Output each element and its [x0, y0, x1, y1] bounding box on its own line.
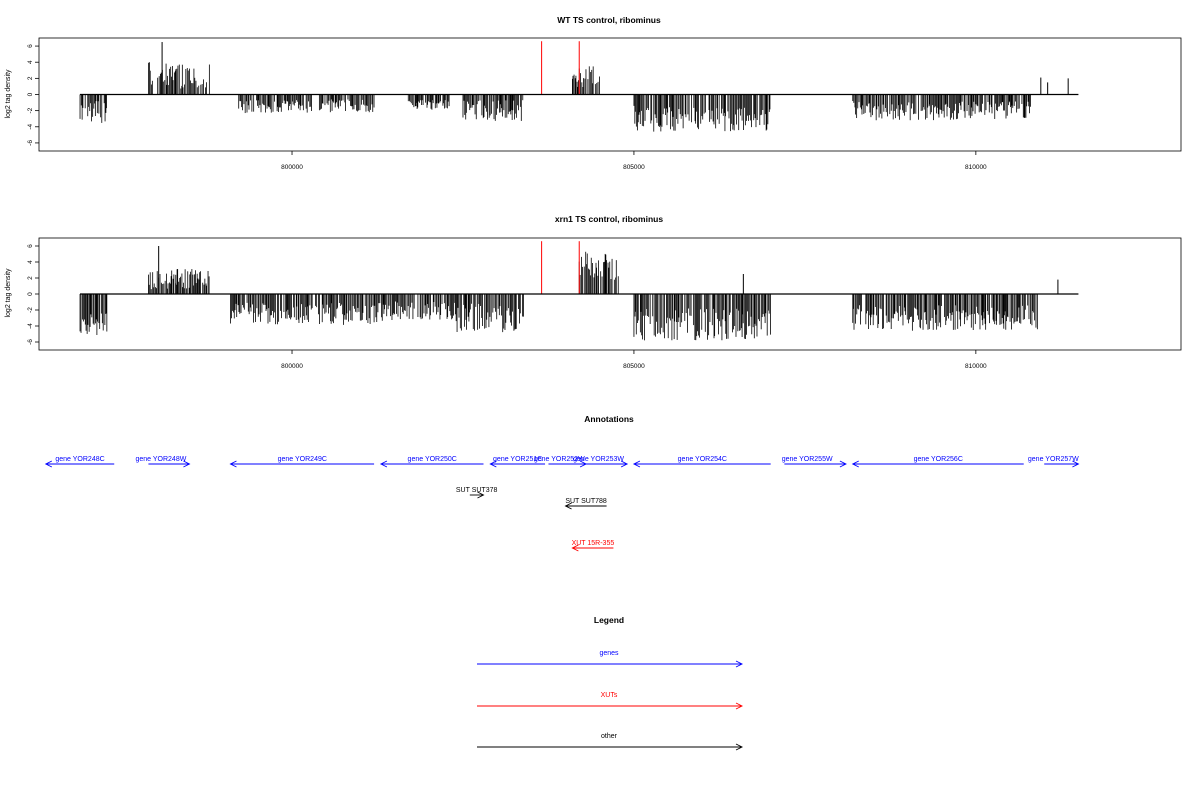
- arrow-head: [851, 460, 859, 468]
- y-tick-label: -2: [27, 107, 34, 113]
- y-axis-label: log2 tag density: [5, 69, 12, 119]
- legend-arrow-head: [735, 702, 744, 710]
- arrow-head: [564, 502, 572, 510]
- arrow-head: [571, 544, 579, 552]
- feature-label: SUT SUT788: [565, 498, 607, 505]
- axes: -6 -4 -2 0 2 4 6 800000 805000 810000: [27, 44, 987, 171]
- legend-label: other: [601, 733, 618, 740]
- arrow-head: [632, 460, 641, 468]
- y-tick-label: -4: [27, 124, 34, 130]
- panel-xrn1: xrn1 TS control, ribominus log2 tag dens…: [5, 214, 1182, 370]
- y-tick-label: -4: [27, 323, 34, 329]
- legend-arrow-head: [735, 743, 744, 751]
- y-tick-label: 0: [27, 92, 34, 96]
- arrow-head: [839, 460, 847, 468]
- legend: Legend genes XUTs other: [477, 615, 744, 751]
- arrow-head: [183, 460, 191, 468]
- x-tick-label: 800000: [281, 164, 303, 171]
- y-tick-label: 2: [27, 276, 34, 280]
- x-tick-label: 805000: [623, 164, 645, 171]
- y-axis-label: log2 tag density: [5, 268, 12, 318]
- feature-label: gene YOR251C: [493, 456, 542, 463]
- legend-arrow-head: [735, 660, 744, 668]
- y-tick-label: -6: [27, 339, 34, 345]
- feature-label: gene YOR249C: [278, 456, 327, 463]
- panel-title: xrn1 TS control, ribominus: [555, 214, 663, 224]
- signal-bars: [79, 41, 1079, 132]
- x-tick-label: 810000: [965, 164, 987, 171]
- y-tick-label: 2: [27, 76, 34, 80]
- arrow-head: [489, 460, 497, 468]
- feature-label: gene YOR248W: [135, 456, 186, 463]
- arrow-head: [229, 460, 237, 468]
- y-tick-label: 4: [27, 260, 34, 264]
- legend-items: genes XUTs other: [477, 650, 744, 751]
- x-tick-label: 800000: [281, 363, 303, 370]
- annotation-features: gene YOR248C gene YOR248W gene YOR249C gene…: [44, 456, 1080, 552]
- arrow-head: [44, 460, 53, 468]
- arrow-head: [1072, 460, 1080, 468]
- y-tick-label: -6: [27, 140, 34, 146]
- arrow-head: [379, 460, 388, 468]
- legend-title: Legend: [594, 615, 624, 625]
- feature-label: gene YOR256C: [914, 456, 963, 463]
- feature-label: gene YOR254C: [678, 456, 727, 463]
- arrow-head: [620, 460, 629, 468]
- feature-label: gene YOR248C: [55, 456, 104, 463]
- feature-label: gene YOR252W: [534, 456, 585, 463]
- arrow-head: [477, 491, 485, 499]
- legend-label: XUTs: [601, 692, 618, 699]
- signal-bars: [79, 241, 1079, 341]
- feature-label: gene YOR250C: [408, 456, 457, 463]
- y-tick-label: -2: [27, 307, 34, 313]
- feature-label: gene YOR253W: [573, 456, 624, 463]
- panel-wt: WT TS control, ribominus log2 tag densit…: [5, 15, 1182, 171]
- annotations: Annotations gene YOR248C gene YOR248W gene…: [44, 414, 1080, 552]
- annotations-title: Annotations: [584, 414, 634, 424]
- x-tick-label: 805000: [623, 363, 645, 370]
- panel-title: WT TS control, ribominus: [557, 15, 661, 25]
- y-tick-label: 6: [27, 244, 34, 248]
- feature-label: gene YOR255W: [782, 456, 833, 463]
- legend-label: genes: [599, 650, 619, 657]
- y-tick-label: 4: [27, 60, 34, 64]
- axes: -6 -4 -2 0 2 4 6 800000 805000 810000: [27, 244, 987, 370]
- y-tick-label: 0: [27, 292, 34, 296]
- x-tick-label: 810000: [965, 363, 987, 370]
- feature-label: gene YOR257W: [1028, 456, 1079, 463]
- feature-label: SUT SUT378: [456, 487, 498, 494]
- y-tick-label: 6: [27, 44, 34, 48]
- feature-label: XUT 15R-355: [572, 540, 615, 547]
